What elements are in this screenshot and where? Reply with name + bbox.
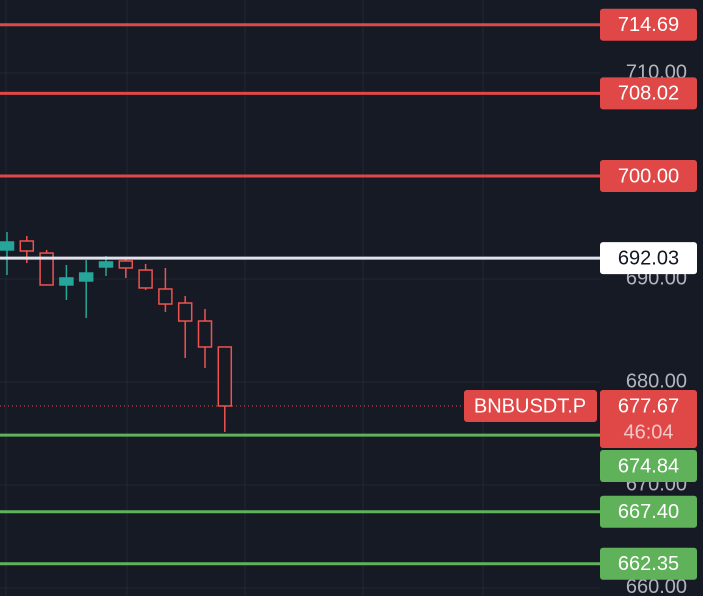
price-label-box bbox=[600, 547, 697, 580]
y-tick-label: 660.00 bbox=[626, 576, 687, 596]
last-price-label: 677.67 bbox=[618, 395, 679, 417]
symbol-box bbox=[464, 389, 597, 422]
price-label: 692.03 bbox=[618, 247, 679, 269]
price-label: 662.35 bbox=[618, 553, 679, 575]
price-label: 674.84 bbox=[618, 455, 679, 477]
price-label: 667.40 bbox=[618, 501, 679, 523]
candle-body bbox=[197, 320, 213, 348]
price-label: 700.00 bbox=[618, 165, 679, 187]
candle-body bbox=[39, 252, 54, 286]
candle-body bbox=[177, 302, 193, 322]
candle-body bbox=[217, 346, 233, 407]
price-label-box bbox=[600, 495, 697, 528]
time-grid bbox=[5, 0, 484, 596]
price-label-box bbox=[600, 242, 697, 275]
price-label: 708.02 bbox=[618, 83, 679, 105]
price-label-box bbox=[600, 449, 697, 482]
price-label-box bbox=[600, 160, 697, 193]
candle-body bbox=[19, 240, 35, 252]
price-label-box bbox=[600, 8, 697, 41]
countdown-label: 46:04 bbox=[623, 421, 673, 443]
last-price-box bbox=[600, 389, 697, 448]
candle-body bbox=[78, 272, 94, 282]
candle-body bbox=[59, 277, 74, 286]
price-label-box bbox=[600, 77, 697, 110]
symbol-label: BNBUSDT.P bbox=[474, 395, 586, 417]
candle-body bbox=[118, 260, 134, 269]
y-tick-label: 680.00 bbox=[626, 370, 687, 392]
candle-body bbox=[0, 241, 15, 251]
candle-body bbox=[98, 261, 114, 268]
candle-body bbox=[158, 288, 173, 305]
price-label: 714.69 bbox=[618, 14, 679, 36]
candle-body bbox=[138, 269, 153, 289]
